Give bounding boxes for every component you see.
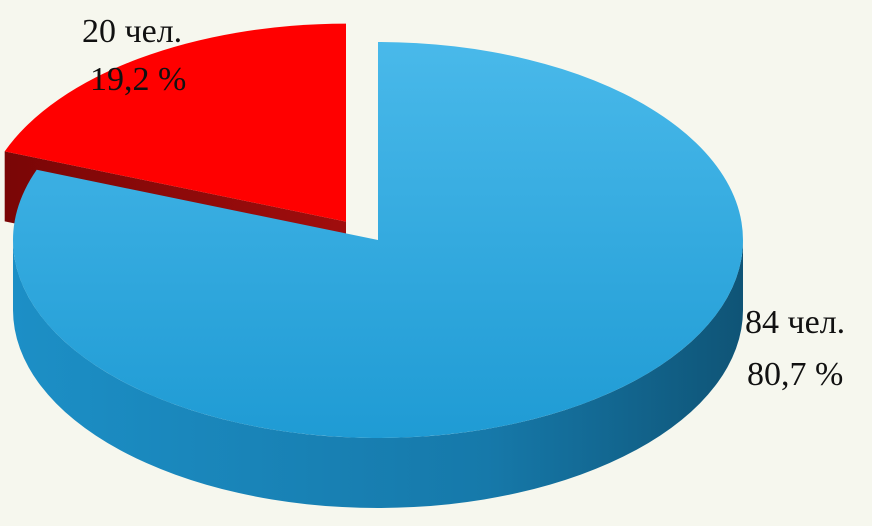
red-slice-top <box>4 23 346 222</box>
blue-count-label: 84 чел. <box>745 304 845 341</box>
red-slice-label: 20 чел. 19,2 % <box>82 13 186 98</box>
blue-slice-side <box>13 240 743 508</box>
blue-slice-label: 84 чел. 80,7 % <box>745 304 845 393</box>
pie-slice-blue <box>12 42 743 508</box>
blue-percent-label: 80,7 % <box>747 356 843 393</box>
blue-slice-top <box>12 42 743 439</box>
red-count-label: 20 чел. <box>82 13 182 50</box>
red-percent-label: 19,2 % <box>90 61 186 98</box>
